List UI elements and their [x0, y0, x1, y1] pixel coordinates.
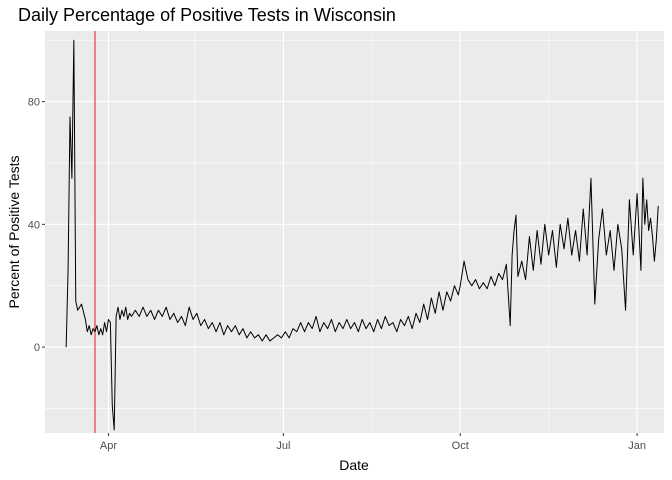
- y-tick-label: 40: [28, 219, 40, 231]
- x-axis: Apr Jul Oct Jan: [100, 433, 646, 452]
- y-axis: 0 40 80: [28, 97, 45, 354]
- y-tick-label: 0: [34, 342, 40, 354]
- minor-gridlines: [45, 31, 664, 433]
- x-tick-label: Oct: [452, 440, 469, 452]
- x-tick-label: Jan: [628, 440, 646, 452]
- x-axis-title: Date: [339, 457, 369, 473]
- x-tick-label: Jul: [276, 440, 290, 452]
- series-line: [65, 39, 659, 431]
- plot-panel: [45, 31, 664, 433]
- chart-title: Daily Percentage of Positive Tests in Wi…: [18, 5, 396, 25]
- series-group: [65, 39, 659, 431]
- y-axis-title: Percent of Positive Tests: [6, 155, 22, 308]
- major-gridlines: [45, 31, 664, 433]
- x-tick-label: Apr: [100, 440, 117, 452]
- y-tick-label: 80: [28, 97, 40, 109]
